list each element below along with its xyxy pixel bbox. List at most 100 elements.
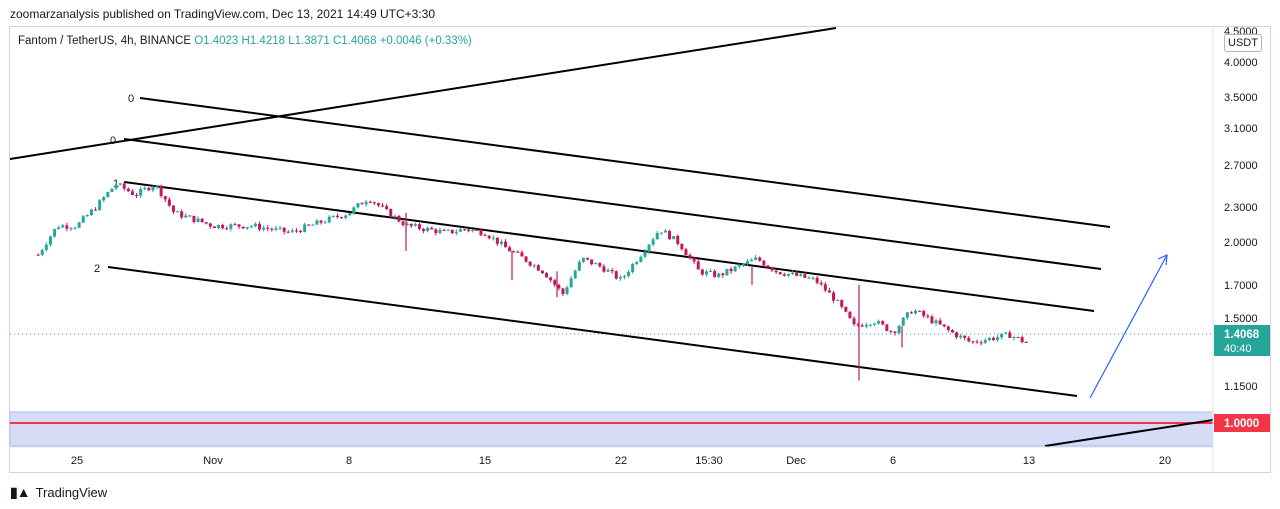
tradingview-logo-icon: ▮▲ [10,484,31,500]
candle-body [573,270,577,279]
candle-body [897,325,901,333]
candle-body [590,259,594,265]
candle-body [348,213,352,216]
candle-body [118,183,122,185]
footer[interactable]: ▮▲ TradingView [10,484,107,501]
candle-body [983,340,987,343]
y-tick-label: 3.5000 [1224,92,1258,104]
x-tick-label: 25 [71,455,83,467]
candle-body [836,300,840,302]
candle-body [61,225,65,228]
candle-body [905,312,909,318]
candle-body [499,241,503,244]
candle-body [53,228,57,237]
y-tick-label: 1.1500 [1224,381,1258,393]
candle-body [200,218,204,223]
candle-body [946,326,950,330]
candle-body [294,230,298,232]
candle-body [208,223,212,227]
candle-body [217,224,221,229]
candle-body [524,256,528,262]
currency-button[interactable]: USDT [1224,34,1262,52]
change-value: +0.0046 (+0.33%) [379,35,472,47]
candle-body [241,226,245,229]
candle-body [959,335,963,338]
candle-body [454,231,458,234]
candle-body [356,203,360,208]
candle-body [684,249,688,256]
symbol-legend[interactable]: Fantom / TetherUS, 4h, BINANCE O1.4023 H… [18,35,472,47]
y-tick-label: 3.1000 [1224,123,1258,135]
candle-body [881,321,885,325]
candle-body [167,199,171,206]
candle-body [778,272,782,275]
candle-body [725,268,729,276]
candle-body [643,251,647,257]
candle-body [508,247,512,252]
candle-body [733,266,737,272]
candle-body [426,227,430,231]
candle-body [967,337,971,342]
candle-body [36,254,40,256]
candle-body [918,310,922,312]
candle-body [196,218,200,222]
candle-body [364,201,368,205]
candle-body [212,226,216,229]
candle-body [40,249,44,255]
x-tick-label: 6 [890,455,896,467]
candle-body [549,277,553,281]
candle-body [823,284,827,291]
candle-body [844,306,848,312]
candle-body [147,187,151,191]
candle-body [877,321,881,324]
candle-body [520,252,524,257]
x-tick-label: 13 [1023,455,1035,467]
candle-body [307,224,311,226]
candle-body [233,224,237,226]
candle-body [782,274,786,276]
candle-body [475,229,479,231]
candle-body [253,223,257,227]
candle-body [335,215,339,218]
candle-body [1020,337,1024,342]
candle-body [495,237,499,244]
candle-body [868,324,872,326]
publisher-line: zoomarzanalysis published on TradingView… [10,7,436,21]
candle-body [885,324,889,331]
candle-body [89,209,93,216]
candle-body [655,233,659,240]
candle-body [561,288,565,295]
candle-body [483,235,487,237]
pitchfork-line-1 [123,181,1095,312]
candle-body [315,220,319,225]
candle-body [143,187,147,189]
candle-body [286,231,290,233]
candle-body [717,273,721,277]
candle-body [135,194,139,196]
candle-body [688,255,692,258]
candle-body [340,217,344,219]
candle-body [323,222,327,224]
candle-body [758,257,762,261]
candle-body [282,227,286,232]
candle-body [512,251,516,253]
candle-body [680,243,684,250]
candle-body [979,342,983,344]
candle-body [692,257,696,262]
pitchfork-line-0-median [123,138,1102,270]
candle-body [553,280,557,285]
candle-body [987,337,991,341]
candle-body [659,232,663,234]
candle-body [618,277,622,279]
candle-body [81,216,85,223]
candle-body [557,284,561,289]
candle-body [647,244,651,252]
candle-body [795,272,799,276]
candle-body [569,278,573,288]
candle-body [126,188,130,192]
candle-body [397,215,401,222]
candle-body [319,220,323,223]
candle-body [832,292,836,301]
open-value: O1.4023 [194,35,239,47]
